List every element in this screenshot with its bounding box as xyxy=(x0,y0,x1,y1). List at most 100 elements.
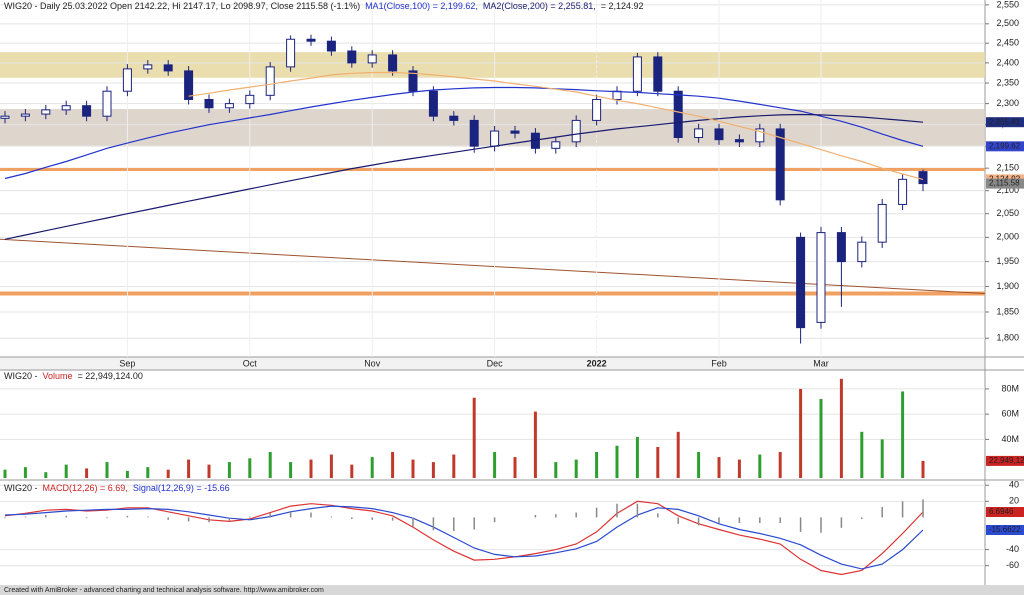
title-part: MA1(Close,100) = 2,199.62, xyxy=(365,1,478,11)
y-tick-label: 2,350 xyxy=(996,77,1019,87)
title-part: MA2(Close,200) = 2,255.81, xyxy=(483,1,596,11)
volume-bar xyxy=(533,411,537,478)
histogram-bar xyxy=(310,512,312,518)
volume-bar xyxy=(248,458,252,478)
volume-bar xyxy=(391,452,395,478)
y-tick-label: 1,950 xyxy=(996,256,1019,266)
volume-bar xyxy=(656,446,660,478)
candle-body xyxy=(918,171,928,185)
candle-body xyxy=(204,98,214,109)
x-tick-label: Oct xyxy=(243,358,258,368)
title-part: MACD(12,26) = 6.69, xyxy=(43,483,128,493)
volume-bar xyxy=(289,462,293,478)
histogram-bar xyxy=(432,517,435,531)
histogram-bar xyxy=(493,517,496,523)
volume-bar xyxy=(268,452,272,478)
y-tick-label: 2,050 xyxy=(996,208,1019,218)
y-tick-label: 2,400 xyxy=(996,57,1019,67)
candle-body xyxy=(734,139,744,143)
candle-body xyxy=(61,105,71,111)
candle-body xyxy=(367,54,377,64)
volume-bar xyxy=(799,388,803,478)
y-tick-label: 2,100 xyxy=(996,185,1019,195)
y-tick-label: 2,300 xyxy=(996,98,1019,108)
value-marker xyxy=(986,141,1024,152)
volume-bar xyxy=(23,467,27,478)
histogram-bar xyxy=(106,517,108,519)
date-strip xyxy=(0,357,985,370)
candle-body xyxy=(326,40,336,52)
candle-body xyxy=(816,232,826,323)
volume-bar xyxy=(3,469,7,478)
candle-body xyxy=(20,113,30,117)
value-marker xyxy=(986,507,1024,518)
candle-body xyxy=(571,119,581,143)
candle-body xyxy=(877,203,887,243)
value-marker xyxy=(986,525,1024,536)
histogram-bar xyxy=(779,517,781,524)
candle-body xyxy=(347,50,357,64)
candle-body xyxy=(388,54,398,72)
histogram-bar xyxy=(922,499,924,518)
volume-bar xyxy=(431,462,435,478)
volume-bar xyxy=(44,472,48,478)
candle-body xyxy=(122,68,132,92)
candle-body xyxy=(551,141,561,149)
x-tick-label: Dec xyxy=(487,358,504,368)
volume-bar xyxy=(839,378,843,478)
volume-bar xyxy=(778,452,782,478)
candle-body xyxy=(82,105,92,117)
histogram-bar xyxy=(677,517,679,524)
volume-bar xyxy=(697,452,701,478)
volume-bar xyxy=(615,445,619,478)
histogram-bar xyxy=(351,517,353,520)
x-tick-label: Sep xyxy=(119,358,135,368)
histogram-bar xyxy=(840,517,843,528)
volume-bar xyxy=(187,459,191,478)
candle-body xyxy=(653,56,663,92)
title-part: = 22,949,124.00 xyxy=(78,371,143,381)
candle-body xyxy=(714,128,724,141)
x-tick-label: Nov xyxy=(364,358,381,368)
candle-body xyxy=(143,64,153,70)
volume-bar xyxy=(146,467,150,478)
x-tick-label: Mar xyxy=(813,358,829,368)
histogram-bar xyxy=(85,517,88,519)
histogram-bar xyxy=(371,517,373,520)
y-tick-label: 2,500 xyxy=(996,18,1019,28)
title-part: Signal(12,26,9) = -15.66 xyxy=(133,483,230,493)
y-tick-label: 2,000 xyxy=(996,232,1019,242)
series-line xyxy=(4,86,924,180)
candle-body xyxy=(592,98,602,121)
footer: Created with AmiBroker - advanced charti… xyxy=(4,587,324,594)
volume-bar xyxy=(370,457,374,478)
histogram-bar xyxy=(228,517,231,521)
histogram-bar xyxy=(147,516,149,518)
candle-body xyxy=(184,70,194,100)
volume-bar xyxy=(717,457,721,478)
value-marker-label: 2,199.62 xyxy=(989,141,1021,150)
volume-bar xyxy=(819,399,823,478)
histogram-bar xyxy=(187,517,190,522)
histogram-bar xyxy=(289,511,292,518)
y-tick-label: 1,900 xyxy=(996,281,1019,291)
candle-body xyxy=(449,115,459,121)
candle-body xyxy=(857,241,867,263)
value-marker xyxy=(986,178,1024,189)
volume-bar xyxy=(227,462,231,478)
volume-bar xyxy=(595,452,599,478)
series-line xyxy=(4,113,924,240)
histogram-bar xyxy=(595,507,598,518)
histogram-bar xyxy=(4,517,6,519)
volume-bar xyxy=(472,397,476,478)
volume-bar xyxy=(676,431,680,478)
value-marker-label: -15.6622 xyxy=(989,525,1021,534)
histogram-bar xyxy=(759,517,761,524)
candle-body xyxy=(224,103,234,109)
y-tick-label: 1,800 xyxy=(996,333,1019,343)
volume-bar xyxy=(329,454,333,478)
candle-body xyxy=(632,56,642,92)
volume-bar xyxy=(64,464,68,478)
candle-body xyxy=(898,178,908,205)
